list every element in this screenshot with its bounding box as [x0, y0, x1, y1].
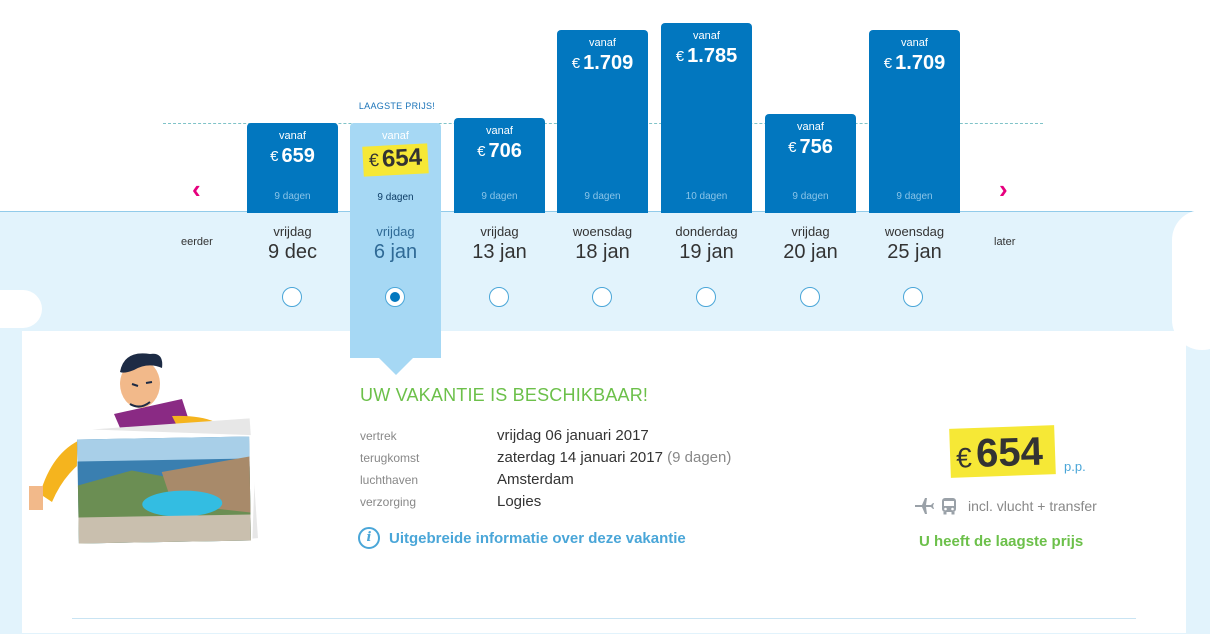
duration: 9 dagen — [274, 191, 311, 202]
date: 9 dec — [268, 241, 317, 263]
date: 18 jan — [575, 241, 630, 263]
airport-value: Amsterdam — [497, 471, 574, 488]
date-radio[interactable] — [903, 287, 923, 307]
price-bar[interactable]: vanaf €756 9 dagen — [765, 114, 856, 213]
date-option[interactable]: woensdag 18 jan — [557, 224, 648, 264]
selected-date-pointer — [379, 358, 413, 375]
duration: 9 dagen — [584, 191, 621, 202]
selected-date-highlight — [350, 331, 441, 358]
total-price: € 654 — [949, 425, 1056, 478]
info-icon: i — [358, 527, 380, 549]
price-bar[interactable]: vanaf €1.709 9 dagen — [557, 30, 648, 213]
weekday: woensdag — [884, 224, 945, 239]
date: 6 jan — [373, 241, 418, 263]
weekday: vrijdag — [791, 224, 830, 239]
date-radio[interactable] — [800, 287, 820, 307]
date-radio[interactable] — [489, 287, 509, 307]
return-duration: (9 dagen) — [667, 449, 732, 466]
date-radio[interactable] — [282, 287, 302, 307]
price: €1.709 — [571, 52, 634, 74]
weekday: vrijdag — [273, 224, 312, 239]
more-info-link[interactable]: i Uitgebreide informatie over deze vakan… — [358, 527, 686, 549]
duration: 9 dagen — [377, 192, 414, 203]
from-label: vanaf — [693, 30, 720, 42]
date: 19 jan — [679, 241, 734, 263]
price: €659 — [270, 145, 315, 167]
price-bar[interactable]: vanaf €706 9 dagen — [454, 118, 545, 213]
per-person-label: p.p. — [1064, 459, 1086, 474]
lowest-price-note: U heeft de laagste prijs — [919, 533, 1084, 550]
date: 20 jan — [783, 241, 838, 263]
date-option[interactable]: donderdag 19 jan — [661, 224, 752, 264]
airport-label: luchthaven — [360, 473, 419, 487]
bus-icon — [942, 498, 956, 515]
price-amount: 654 — [975, 429, 1044, 476]
date-option[interactable]: vrijdag 20 jan — [765, 224, 856, 264]
lowest-price-tag: LAAGSTE PRIJS! — [358, 101, 436, 111]
departure-label: vertrek — [360, 429, 397, 443]
board-value: Logies — [497, 493, 542, 510]
more-info-label: Uitgebreide informatie over deze vakanti… — [389, 529, 686, 547]
chevron-left-icon[interactable]: ‹ — [192, 174, 201, 204]
mascot-holding-photo-illustration — [29, 353, 258, 556]
price: €1.785 — [675, 45, 738, 67]
cloud-decoration — [0, 290, 42, 328]
date-radio[interactable] — [696, 287, 716, 307]
price: €756 — [788, 136, 833, 158]
cloud-decoration — [1172, 210, 1210, 350]
includes-text: incl. vlucht + transfer — [968, 498, 1097, 514]
from-label: vanaf — [279, 130, 306, 142]
date-option[interactable]: woensdag 25 jan — [869, 224, 960, 264]
chevron-right-icon[interactable]: › — [999, 174, 1008, 204]
date-option[interactable]: vrijdag 13 jan — [454, 224, 545, 264]
duration: 9 dagen — [896, 191, 933, 202]
date-radio-selected[interactable] — [385, 287, 405, 307]
airplane-icon — [915, 498, 934, 514]
later-button[interactable]: later — [994, 236, 1016, 248]
date: 25 jan — [887, 241, 942, 263]
weekday: woensdag — [572, 224, 633, 239]
currency-symbol: € — [955, 442, 973, 474]
date-radio[interactable] — [592, 287, 612, 307]
duration: 9 dagen — [792, 191, 829, 202]
divider — [72, 618, 1136, 619]
price: €1.709 — [883, 52, 946, 74]
price-bar[interactable]: vanaf €1.785 10 dagen — [661, 23, 752, 213]
from-label: vanaf — [486, 125, 513, 137]
from-label: vanaf — [797, 121, 824, 133]
date: 13 jan — [472, 241, 527, 263]
from-label: vanaf — [589, 37, 616, 49]
price-bar[interactable]: vanaf €1.709 9 dagen — [869, 30, 960, 213]
price: €706 — [477, 140, 522, 162]
duration: 10 dagen — [685, 191, 728, 202]
included-services: incl. vlucht + transfer — [914, 497, 1097, 515]
weekday: donderdag — [675, 224, 738, 239]
price-bar-selected[interactable]: vanaf €654 9 dagen — [350, 123, 441, 213]
price: €654 — [350, 143, 441, 177]
from-label: vanaf — [901, 37, 928, 49]
date-option-selected[interactable]: vrijdag 6 jan — [350, 224, 441, 264]
from-label: vanaf — [382, 130, 409, 142]
return-value: zaterdag 14 januari 2017 (9 dagen) — [497, 449, 732, 466]
return-label: terugkomst — [360, 451, 420, 465]
date-option[interactable]: vrijdag 9 dec — [247, 224, 338, 264]
board-label: verzorging — [360, 495, 417, 509]
duration: 9 dagen — [481, 191, 518, 202]
earlier-button[interactable]: eerder — [181, 236, 213, 248]
weekday: vrijdag — [480, 224, 519, 239]
weekday: vrijdag — [376, 224, 415, 239]
availability-headline: UW VAKANTIE IS BESCHIKBAAR! — [360, 385, 649, 405]
price-bar[interactable]: vanaf €659 9 dagen — [247, 123, 338, 213]
departure-value: vrijdag 06 januari 2017 — [497, 427, 649, 444]
